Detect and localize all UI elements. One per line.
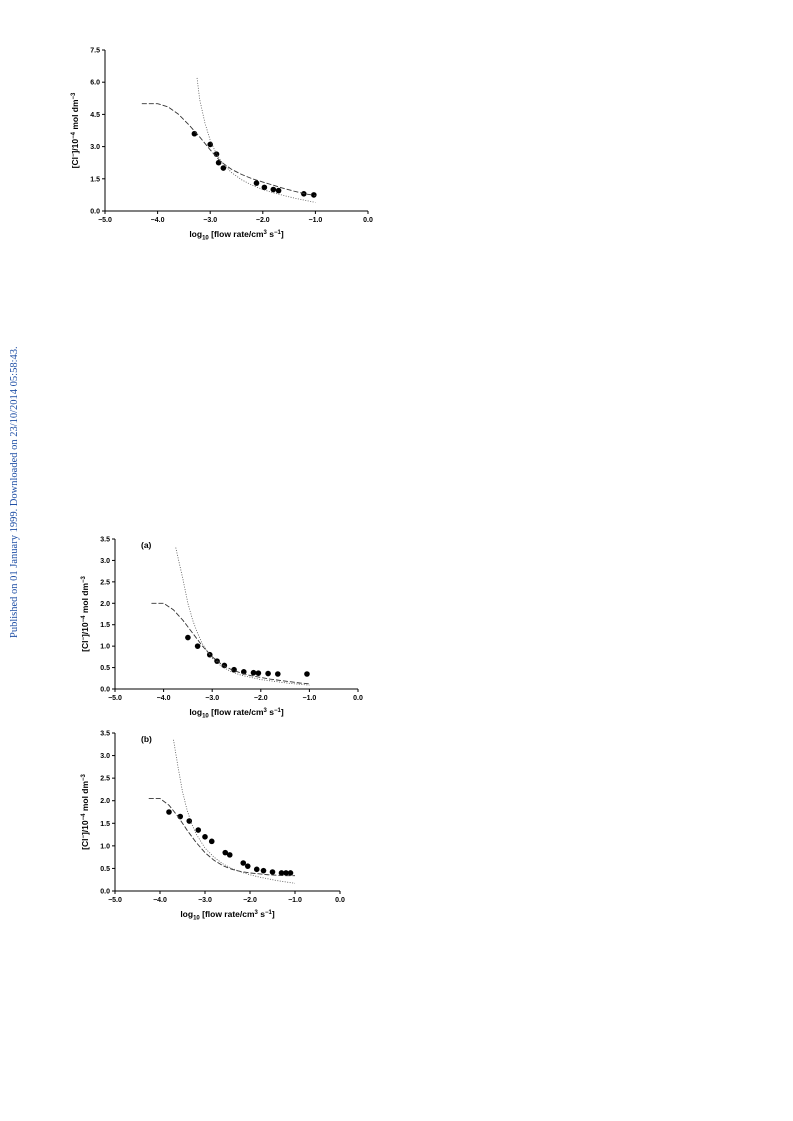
x-tick-label: −5.0 xyxy=(108,695,122,702)
x-tick-label: −2.0 xyxy=(254,695,268,702)
data-point xyxy=(261,184,268,191)
y-tick-label: 3.0 xyxy=(100,753,110,760)
data-point xyxy=(222,849,229,856)
x-tick-label: −5.0 xyxy=(108,897,122,904)
data-point xyxy=(185,634,191,641)
x-tick-label: 0.0 xyxy=(363,217,373,224)
data-point xyxy=(220,165,227,171)
data-point xyxy=(304,671,310,677)
x-tick-label: −2.0 xyxy=(256,217,270,224)
x-tick-label: −1.0 xyxy=(308,217,322,224)
y-tick-label: 0.5 xyxy=(100,866,110,873)
data-point xyxy=(275,187,282,194)
data-point xyxy=(208,838,215,845)
y-tick-label: 0.5 xyxy=(100,665,110,672)
dotted-fit-curve xyxy=(196,77,316,203)
x-tick-label: −3.0 xyxy=(205,695,219,702)
chart-b-svg: −5.0 −4.0 −3.0 −2.0 −1.0 0.0 0.0 0.5 1.0 1.5 2.0 2.… xyxy=(80,731,345,922)
x-tick-label: −1.0 xyxy=(302,695,316,702)
data-point xyxy=(278,870,285,876)
publication-note: Published on 01 January 1999. Downloaded… xyxy=(8,343,20,638)
data-point xyxy=(265,670,271,677)
y-tick-label: 0.0 xyxy=(100,889,110,896)
x-tick-label: 0.0 xyxy=(335,897,345,904)
y-tick-label: 0.0 xyxy=(90,209,100,216)
x-tick-label: −4.0 xyxy=(157,695,171,702)
data-point xyxy=(275,671,281,677)
data-point xyxy=(244,863,251,869)
data-point xyxy=(253,180,260,186)
y-axis-label: [Cl−]/10−4 mol dm−3 xyxy=(80,575,90,651)
x-tick-label: −5.0 xyxy=(98,217,112,224)
data-point xyxy=(250,669,257,676)
data-point xyxy=(194,643,201,649)
data-point xyxy=(186,818,193,824)
panel-label: (b) xyxy=(141,734,152,744)
chart-top-svg: −5.0 −4.0 −3.0 −2.0 −1.0 0.0 0.0 1.5 3.0 4.5 6.0 7.… xyxy=(70,48,373,242)
y-tick-label: 7.5 xyxy=(90,48,100,55)
y-tick-label: 4.5 xyxy=(90,112,100,119)
y-tick-label: 3.0 xyxy=(100,558,110,565)
data-point xyxy=(270,186,277,193)
publication-note-text: Published on 01 January 1999. Downloaded… xyxy=(9,346,20,638)
data-point xyxy=(287,870,294,876)
x-axis-label: log10 [flow rate/cm3 s−1] xyxy=(189,707,284,720)
data-point xyxy=(255,670,262,676)
panel-label: (a) xyxy=(141,540,152,550)
dashed-fit-curve xyxy=(151,602,310,685)
x-tick-label: −4.0 xyxy=(153,897,167,904)
y-tick-label: 3.5 xyxy=(100,537,110,544)
data-point xyxy=(166,809,172,815)
data-point xyxy=(269,869,276,875)
y-tick-label: 1.5 xyxy=(100,622,110,629)
y-tick-label: 1.5 xyxy=(100,821,110,828)
x-tick-label: −2.0 xyxy=(243,897,257,904)
y-tick-label: 1.0 xyxy=(100,644,110,651)
data-point xyxy=(215,159,222,166)
dashed-fit-curve xyxy=(141,103,316,196)
y-axis-label: [Cl−]/10−4 mol dm−3 xyxy=(80,773,90,849)
y-axis-label: [Cl−]/10−4 mol dm−3 xyxy=(70,92,80,168)
data-point xyxy=(240,860,247,866)
x-tick-label: −3.0 xyxy=(198,897,212,904)
data-point xyxy=(226,852,233,858)
chart-chloride-flow-a: −5.0 −4.0 −3.0 −2.0 −1.0 0.0 0.0 0.5 1.0 1.5 2.0 2.… xyxy=(80,532,370,722)
y-tick-label: 0.0 xyxy=(100,687,110,694)
x-tick-label: −3.0 xyxy=(203,217,217,224)
y-tick-label: 3.0 xyxy=(90,144,100,151)
chart-chloride-flow-b: −5.0 −4.0 −3.0 −2.0 −1.0 0.0 0.0 0.5 1.0 1.5 2.0 2.… xyxy=(80,727,350,922)
y-tick-label: 2.0 xyxy=(100,601,110,608)
x-axis-label: log10 [flow rate/cm3 s−1] xyxy=(180,909,275,922)
x-axis-label: log10 [flow rate/cm3 s−1] xyxy=(189,229,284,242)
chart-chloride-flow-top: −5.0 −4.0 −3.0 −2.0 −1.0 0.0 0.0 1.5 3.0 4.5 6.0 7.… xyxy=(70,40,380,270)
y-tick-label: 2.5 xyxy=(100,579,110,586)
data-point xyxy=(207,141,213,148)
data-point xyxy=(260,867,267,874)
dotted-fit-curve xyxy=(173,739,296,884)
y-tick-label: 2.5 xyxy=(100,776,110,783)
y-tick-label: 6.0 xyxy=(90,80,100,87)
y-tick-label: 3.5 xyxy=(100,731,110,738)
x-tick-label: 0.0 xyxy=(353,695,363,702)
data-point xyxy=(202,834,208,840)
data-point xyxy=(283,870,289,876)
chart-a-svg: −5.0 −4.0 −3.0 −2.0 −1.0 0.0 0.0 0.5 1.0 1.5 2.0 2.… xyxy=(80,537,363,720)
x-tick-label: −4.0 xyxy=(151,217,165,224)
data-point xyxy=(253,866,260,873)
y-tick-label: 2.0 xyxy=(100,798,110,805)
dotted-fit-curve xyxy=(175,547,310,686)
y-tick-label: 1.5 xyxy=(90,176,100,183)
y-tick-label: 1.0 xyxy=(100,843,110,850)
dashed-fit-curve xyxy=(148,798,295,877)
data-point xyxy=(195,827,202,833)
data-point xyxy=(311,192,317,198)
x-tick-label: −1.0 xyxy=(288,897,302,904)
